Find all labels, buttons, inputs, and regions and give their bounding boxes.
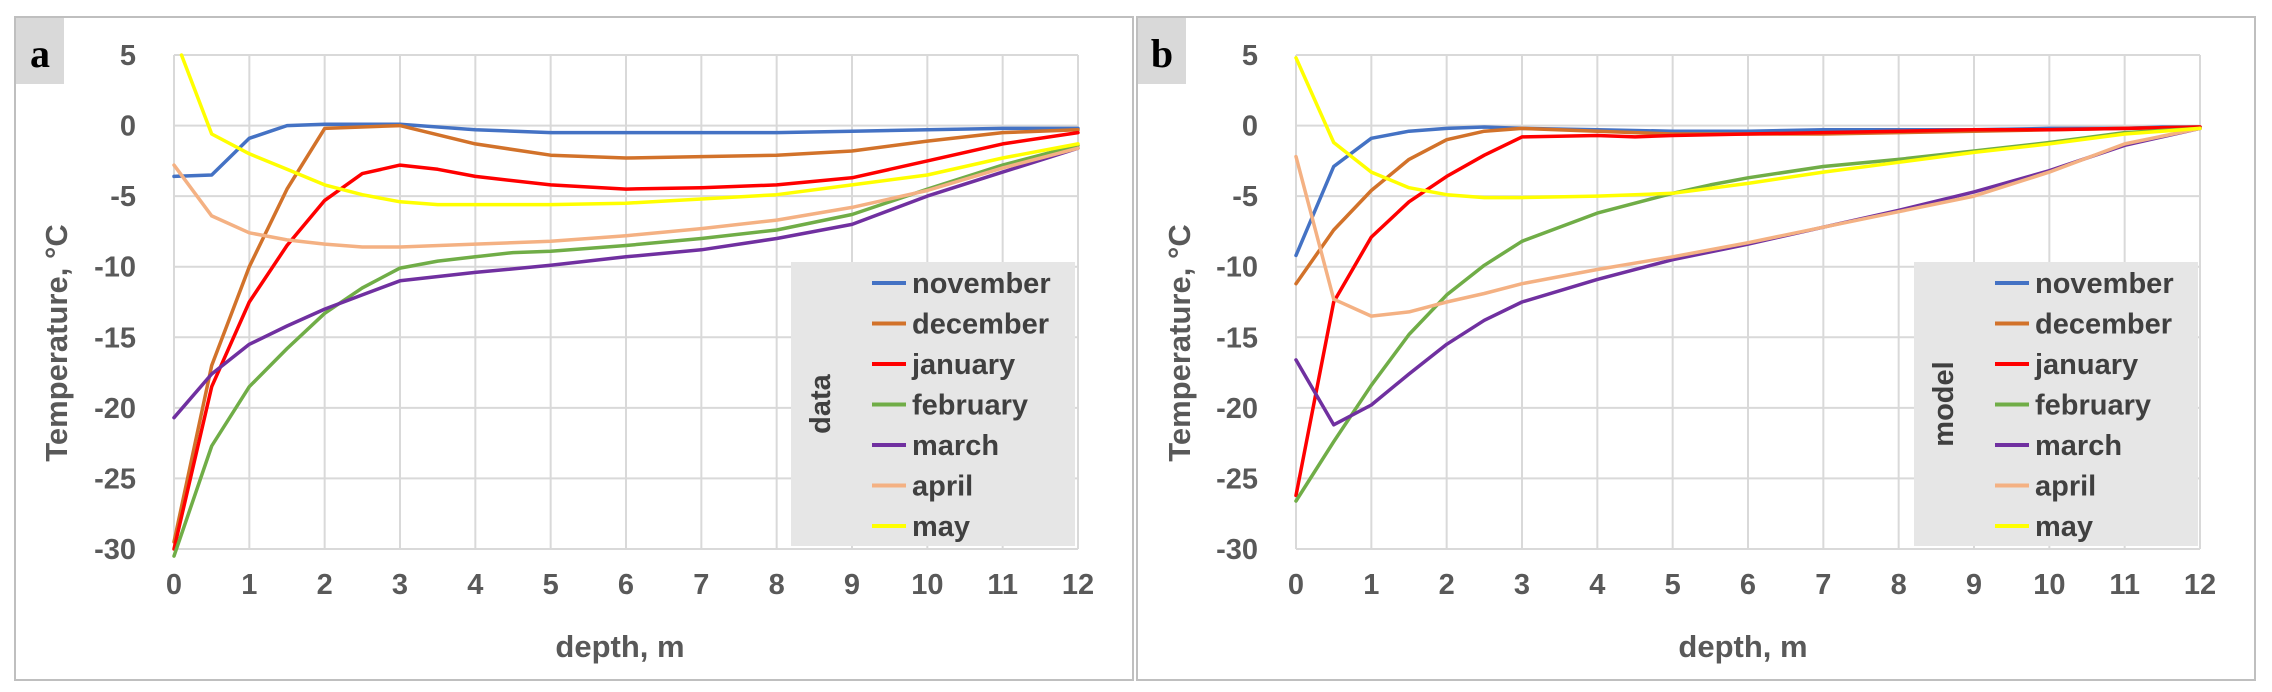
panel-b-legend-items: november december january february march apri…	[1995, 268, 2174, 543]
panel-b-y-tick-label: 0	[1242, 111, 1258, 143]
panel-a-x-tick-label: 3	[392, 569, 408, 601]
panel-a-legend-label-may: may	[912, 511, 970, 543]
panel-a-legend: data november december january february marc…	[791, 262, 1075, 546]
panel-a-y-tick-label: -10	[94, 252, 136, 284]
panel-b-legend-label-november: november	[2035, 268, 2174, 300]
panel-b-x-tick-label: 3	[1514, 569, 1530, 601]
panel-a-x-tick-label: 6	[618, 569, 634, 601]
panel-a-legend-label-november: november	[912, 268, 1051, 300]
panel-b-y-tick-label: -15	[1216, 322, 1258, 354]
panel-b-y-tick-label: 5	[1242, 40, 1258, 72]
panel-a-x-tick-label: 5	[543, 569, 559, 601]
panel-b-x-tick-label: 12	[2184, 569, 2216, 601]
panel-b-legend-label-february: february	[2035, 390, 2151, 422]
panel-b-series-may	[1294, 56, 2202, 200]
panel-b-y-tick-label: -25	[1216, 463, 1258, 495]
panel-a-y-axis-title: Temperature, °C	[39, 224, 74, 462]
panel-b-series-march	[1294, 126, 2202, 427]
panel-a-x-tick-label: 11	[987, 569, 1018, 601]
panel-a-series-february	[172, 143, 1080, 558]
panel-a-x-tick-label: 9	[844, 569, 860, 601]
panel-a-series-march	[172, 146, 1080, 420]
panel-b-y-tick-label: -10	[1216, 252, 1258, 284]
panel-a-legend-label-january: january	[911, 349, 1015, 381]
panel-b-y-ticks: 5 0 -5 -10 -15 -20 -25 -30	[1216, 40, 1258, 566]
panel-b-label-box	[1138, 18, 1186, 84]
panel-b-series-april	[1294, 126, 2202, 318]
panel-b: b 50-5-10-15-20-25-30 0 1 2 3 4 5 6 7 8 9 10 11 12 d…	[1136, 16, 2256, 681]
panel-b-x-tick-label: 6	[1740, 569, 1756, 601]
panel-b-y-axis-title: Temperature, °C	[1162, 224, 1197, 462]
panel-a-legend-label-march: march	[912, 430, 999, 462]
panel-a-series-april	[172, 146, 1080, 249]
panel-b-x-axis-title: depth, m	[1678, 629, 1807, 664]
panel-b-x-tick-label: 7	[1815, 569, 1831, 601]
panel-a-x-tick-label: 12	[1062, 569, 1094, 601]
panel-b-legend-title: model	[1928, 361, 1960, 446]
panel-b-series-january	[1294, 125, 2202, 498]
panel-b-legend-label-january: january	[2034, 349, 2138, 381]
panel-a-y-tick-label: 0	[120, 111, 136, 143]
panel-b-y-tick-label: -20	[1216, 393, 1258, 425]
panel-a-y-tick-label: -5	[110, 181, 136, 213]
panel-b-x-tick-label: 4	[1589, 569, 1605, 601]
panel-a-x-tick-label: 2	[317, 569, 333, 601]
panel-a-legend-box	[791, 262, 1075, 546]
panel-a-legend-label-april: april	[912, 471, 973, 503]
panel-a-series-november	[172, 122, 1080, 179]
panel-b-y-tick-label: -5	[1232, 181, 1258, 213]
panel-a-y-tick-label: -30	[94, 534, 136, 566]
panel-a-y-tick-label: 5	[120, 40, 136, 72]
panel-a-y-tick-label: -20	[94, 393, 136, 425]
panel-b-x-tick-label: 0	[1288, 569, 1304, 601]
panel-a-series-december	[172, 123, 1080, 544]
panel-b-x-tick-label: 11	[2109, 569, 2140, 601]
panel-b-x-tick-label: 5	[1665, 569, 1681, 601]
panel-b-legend-box	[1914, 262, 2198, 546]
panel-b-y-tick-label: -30	[1216, 534, 1258, 566]
panel-b-x-ticks: 0 1 2 3 4 5 6 7 8 9 10 11 12	[1288, 569, 2216, 601]
panel-b-frame	[1136, 16, 2256, 681]
panel-b-legend-label-december: december	[2035, 309, 2172, 341]
panel-a-series	[172, 53, 1080, 558]
panel-a-x-tick-label: 1	[241, 569, 257, 601]
panel-b-legend-label-april: april	[2035, 471, 2096, 503]
panel-a-series-may	[179, 53, 1080, 207]
panel-a-x-tick-label: 0	[166, 569, 182, 601]
panel-b-x-tick-label: 9	[1966, 569, 1982, 601]
panel-a-series-january	[172, 130, 1080, 551]
panel-a-y-tick-label: -15	[94, 322, 136, 354]
panel-b-x-tick-label: 10	[2033, 569, 2065, 601]
panel-a-legend-title: data	[805, 373, 837, 434]
panel-a-x-tick-label: 8	[769, 569, 785, 601]
panel-a-y-ticks: 5 0 -5 -10 -15 -20 -25 -30	[94, 40, 136, 566]
panel-a-x-axis-title: depth, m	[555, 629, 684, 664]
panel-a-frame	[14, 16, 1134, 681]
panel-a-label: a	[30, 31, 50, 76]
panel-b-x-tick-label: 2	[1439, 569, 1455, 601]
panel-a-x-ticks: 0 1 2 3 4 5 6 7 8 9 10 11 12	[166, 569, 1094, 601]
panel-b-x-tick-label: 1	[1363, 569, 1379, 601]
panel-b-legend-label-march: march	[2035, 430, 2122, 462]
panel-a-x-tick-label: 7	[693, 569, 709, 601]
panel-a-y-tick-label: -25	[94, 463, 136, 495]
panel-b-label: b	[1151, 31, 1173, 76]
panel-a-legend-items: november december january february march apri…	[872, 268, 1051, 543]
panel-a-x-tick-label: 4	[467, 569, 483, 601]
panel-a-legend-label-february: february	[912, 390, 1028, 422]
panel-b-legend-label-may: may	[2035, 511, 2093, 543]
panel-b-legend: model november december january february mar…	[1914, 262, 2198, 546]
panel-a-x-tick-label: 10	[911, 569, 943, 601]
panel-b-x-tick-label: 8	[1891, 569, 1907, 601]
panel-a-label-box	[16, 18, 64, 84]
panel-a-legend-label-december: december	[912, 309, 1049, 341]
panel-b-series	[1294, 56, 2202, 503]
panel-a: a 50-5-10-15-20-25-30 0 1 2 3 4 5 6 7 8 9 10 11 12 d…	[14, 16, 1134, 681]
